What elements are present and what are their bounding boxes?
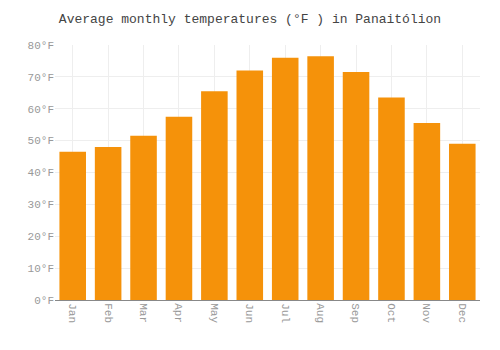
svg-text:Nov: Nov [420,303,432,323]
svg-text:20°F: 20°F [28,231,54,243]
svg-text:Oct: Oct [385,303,397,323]
svg-text:70°F: 70°F [28,72,54,84]
svg-text:Dec: Dec [456,303,468,323]
svg-text:Jan: Jan [66,303,78,323]
svg-text:Jul: Jul [279,303,291,323]
svg-text:Average monthly temperatures (: Average monthly temperatures (°F ) in Pa… [59,12,441,27]
svg-text:0°F: 0°F [34,295,54,307]
svg-text:Sep: Sep [349,303,361,323]
svg-text:40°F: 40°F [28,167,54,179]
svg-text:Feb: Feb [102,303,114,323]
svg-text:50°F: 50°F [28,135,54,147]
svg-text:Aug: Aug [314,303,326,323]
svg-text:80°F: 80°F [28,40,54,52]
svg-text:60°F: 60°F [28,104,54,116]
svg-text:May: May [208,303,220,323]
svg-text:Jun: Jun [243,303,255,323]
svg-text:Mar: Mar [137,303,149,323]
svg-text:30°F: 30°F [28,199,54,211]
svg-text:Apr: Apr [172,303,184,323]
svg-text:10°F: 10°F [28,263,54,275]
